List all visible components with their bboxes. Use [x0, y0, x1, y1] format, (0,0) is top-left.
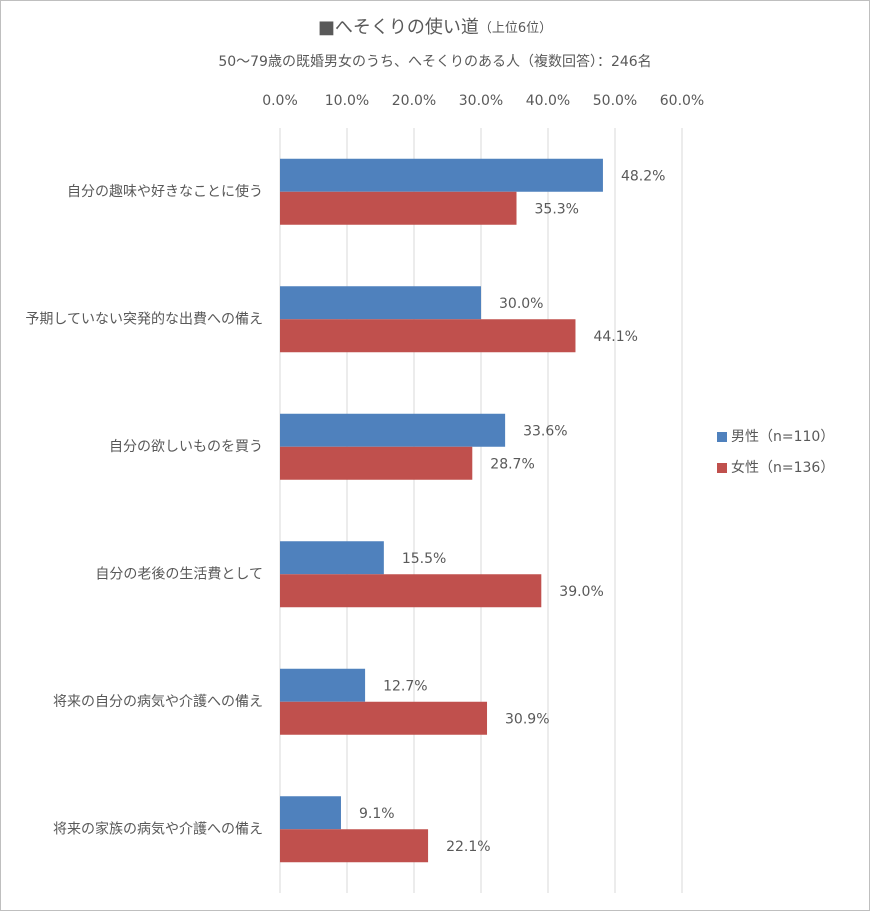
value-label: 30.9% — [505, 711, 549, 727]
bar — [280, 701, 488, 735]
value-label: 35.3% — [535, 201, 579, 217]
value-label: 15.5% — [402, 551, 446, 567]
x-tick-label: 60.0% — [660, 93, 704, 109]
value-label: 12.7% — [383, 678, 427, 694]
legend-label: 女性（n=136） — [731, 459, 834, 476]
bar — [280, 541, 384, 575]
value-label: 48.2% — [621, 168, 665, 184]
x-tick-label: 10.0% — [325, 93, 369, 109]
value-label: 33.6% — [523, 423, 567, 439]
value-label: 30.0% — [499, 296, 543, 312]
y-tick-label: 将来の家族の病気や介護への備え — [53, 820, 263, 837]
y-tick-label: 自分の老後の生活費として — [95, 566, 263, 582]
bar — [280, 319, 576, 353]
x-tick-label: 50.0% — [593, 93, 637, 109]
bar — [280, 446, 473, 480]
value-label: 28.7% — [490, 456, 534, 472]
chart-title: ■へそくりの使い道（上位6位） — [318, 17, 552, 38]
bar — [280, 191, 517, 225]
legend-label: 男性（n=110） — [731, 429, 834, 445]
bar — [280, 668, 366, 702]
y-tick-label: 予期していない突発的な出費への備え — [25, 311, 263, 327]
x-tick-label: 0.0% — [262, 93, 298, 109]
value-label: 44.1% — [593, 329, 637, 345]
y-tick-label: 自分の欲しいものを買う — [109, 439, 263, 455]
x-tick-label: 20.0% — [392, 93, 436, 109]
legend-swatch — [717, 432, 727, 442]
legend-swatch — [717, 463, 727, 473]
bar — [280, 286, 481, 320]
title-note: （上位6位） — [479, 21, 552, 36]
x-tick-label: 30.0% — [459, 93, 503, 109]
bar — [280, 829, 429, 863]
y-tick-label: 自分の趣味や好きなことに使う — [67, 183, 263, 200]
value-label: 22.1% — [446, 839, 490, 855]
bar — [280, 158, 603, 192]
y-tick-label: 将来の自分の病気や介護への備え — [53, 694, 263, 710]
bar — [280, 413, 506, 447]
title-main: ■へそくりの使い道 — [318, 17, 479, 38]
value-label: 9.1% — [359, 806, 395, 822]
bar — [280, 574, 542, 608]
bar — [280, 796, 341, 830]
chart-subtitle: 50～79歳の既婚男女のうち、へそくりのある人（複数回答）：246名 — [218, 53, 651, 70]
x-tick-label: 40.0% — [526, 93, 570, 109]
value-label: 39.0% — [559, 584, 603, 600]
